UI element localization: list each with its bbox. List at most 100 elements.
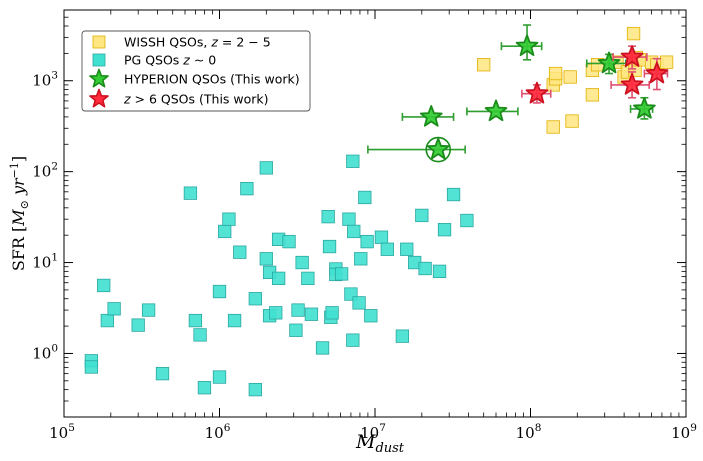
y-tick-label: 101 [32,252,58,272]
pg-point [400,242,414,256]
pg-point [218,224,232,239]
x-tick-label: 107 [360,422,386,442]
y-tick-label: 102 [32,161,58,181]
pg-point [197,381,212,395]
legend-marker-0 [92,35,106,49]
pg-point [227,313,242,328]
z6-point [620,73,644,95]
wissh-point [548,66,563,81]
tick-labels: 105 106 107 108 109 100 101 102 103 [32,70,697,442]
legend-marker-2 [89,68,109,88]
pg-point [460,213,474,228]
legend-label-1: PG QSOs z ∼ 0 [124,53,216,68]
axis-ticks [63,10,687,417]
pg-point [374,230,389,244]
x-axis-label: Mdust [355,431,405,456]
series-0 [477,26,674,134]
pg-point [188,313,203,328]
pg-point [360,234,374,249]
hyperion-errorbars [367,145,466,154]
x-tick-label: 109 [671,422,697,442]
pg-point [304,307,319,321]
pg-point [240,182,254,196]
pg-point [141,303,156,317]
hyperion-point [484,99,508,122]
pg-point [291,303,305,317]
pg-point [259,252,273,266]
pg-point [437,223,452,237]
legend-label-2: HYPERION QSOs (This work) [124,72,300,87]
wissh-point [563,70,577,84]
pg-point [395,329,410,343]
wissh-point [565,114,579,128]
pg-point [212,284,227,299]
x-tick-label: 105 [49,422,75,442]
hyperion-point [597,51,621,74]
hyperion-point [515,34,539,56]
wissh-point [477,58,491,72]
pg-point [415,208,429,223]
legend-marker-3 [89,88,109,108]
pg-point [347,224,361,239]
z6-point [620,45,644,67]
pg-point [107,302,121,316]
legend-label-0: WISSH QSOs, z = 2 − 5 [124,35,271,50]
pg-point [248,292,262,306]
y-tick-label: 103 [32,70,58,90]
wissh-point [626,26,641,41]
pg-point [322,239,337,254]
pg-point [346,333,360,347]
pg-point [183,186,198,200]
legend-box [81,30,311,112]
pg-point [84,360,99,374]
pg-point [155,366,170,381]
pg-point [446,187,461,202]
pg-point [97,278,111,293]
legend-marker-1 [92,53,106,67]
pg-point [289,323,303,337]
z6-point [645,61,669,84]
pg-point [354,252,368,266]
pg-point [295,255,309,270]
wissh-point [659,55,674,69]
hyperion-point [419,105,443,127]
hyperion-point [633,97,656,119]
series-2 [367,24,656,163]
y-axis-label: SFR [M⊙ yr−1] [8,156,31,271]
series-1 [84,154,474,397]
series-3 [521,45,669,104]
pg-point [271,271,286,286]
pg-point [248,382,262,397]
pg-point [352,296,366,310]
pg-point [259,161,273,175]
pg-point [358,190,372,205]
hyperion-point [426,137,450,160]
pg-point [315,341,330,355]
pg-point [321,209,335,224]
y-tick-label: 100 [32,342,58,362]
pg-point [346,154,360,168]
pg-point [131,318,145,332]
pg-point [222,212,236,226]
pg-point [233,245,247,259]
z6-point [525,81,549,104]
legend: WISSH QSOs, z = 2 − 5 PG QSOs z ∼ 0 HYPERI… [81,30,311,112]
pg-point [282,234,296,249]
pg-point [325,306,339,320]
pg-point [212,370,227,384]
pg-point [301,271,315,286]
legend-label-3: z > 6 QSOs (This work) [123,92,269,107]
pg-point [269,306,283,320]
data-layer [84,24,674,397]
hyperion-circle [425,136,452,163]
wissh-point [585,88,600,102]
pg-point [364,309,378,323]
pg-point [334,267,349,281]
pg-point [418,261,432,276]
x-tick-label: 106 [205,422,231,442]
pg-point [342,212,356,226]
pg-point [193,328,207,342]
pg-point [380,242,394,256]
